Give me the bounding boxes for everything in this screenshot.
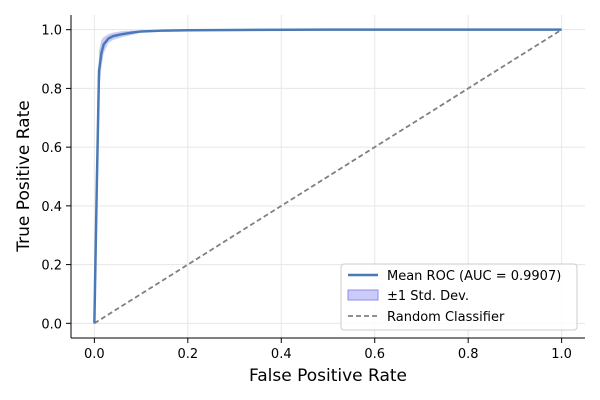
x-tick-label: 0.8	[458, 347, 479, 362]
legend-swatch-std-dev	[347, 289, 379, 301]
ticks: 0.0 0.2 0.4 0.6 0.8 1.0 0.0 0.2 0.4 0.6 0.8 1.0	[41, 24, 572, 362]
series-lines	[93, 28, 563, 325]
y-tick-label: 0.0	[41, 317, 62, 332]
x-tick-label: 0.6	[364, 347, 385, 362]
x-tick-label: 0.0	[84, 347, 105, 362]
y-tick-label: 0.2	[41, 259, 62, 274]
x-axis-label: False Positive Rate	[249, 366, 407, 386]
y-tick-label: 0.6	[41, 141, 62, 156]
y-tick-label: 0.8	[41, 82, 62, 97]
x-tick-label: 0.4	[271, 347, 292, 362]
y-tick-label: 1.0	[41, 24, 62, 39]
x-tick-label: 0.2	[177, 347, 198, 362]
y-tick-label: 0.4	[41, 200, 62, 215]
axes	[70, 15, 585, 339]
x-tick-label: 1.0	[551, 347, 572, 362]
legend-label-mean-roc: Mean ROC (AUC = 0.9907)	[387, 269, 561, 284]
legend-label-std-dev: ±1 Std. Dev.	[387, 289, 469, 304]
mean-roc-line	[93, 28, 562, 324]
random-classifier-line	[93, 28, 563, 325]
legend: Mean ROC (AUC = 0.9907) ±1 Std. Dev. Ran…	[340, 263, 578, 331]
y-axis-label: True Positive Rate	[14, 100, 34, 252]
legend-label-random: Random Classifier	[387, 310, 505, 325]
legend-box	[340, 263, 578, 331]
